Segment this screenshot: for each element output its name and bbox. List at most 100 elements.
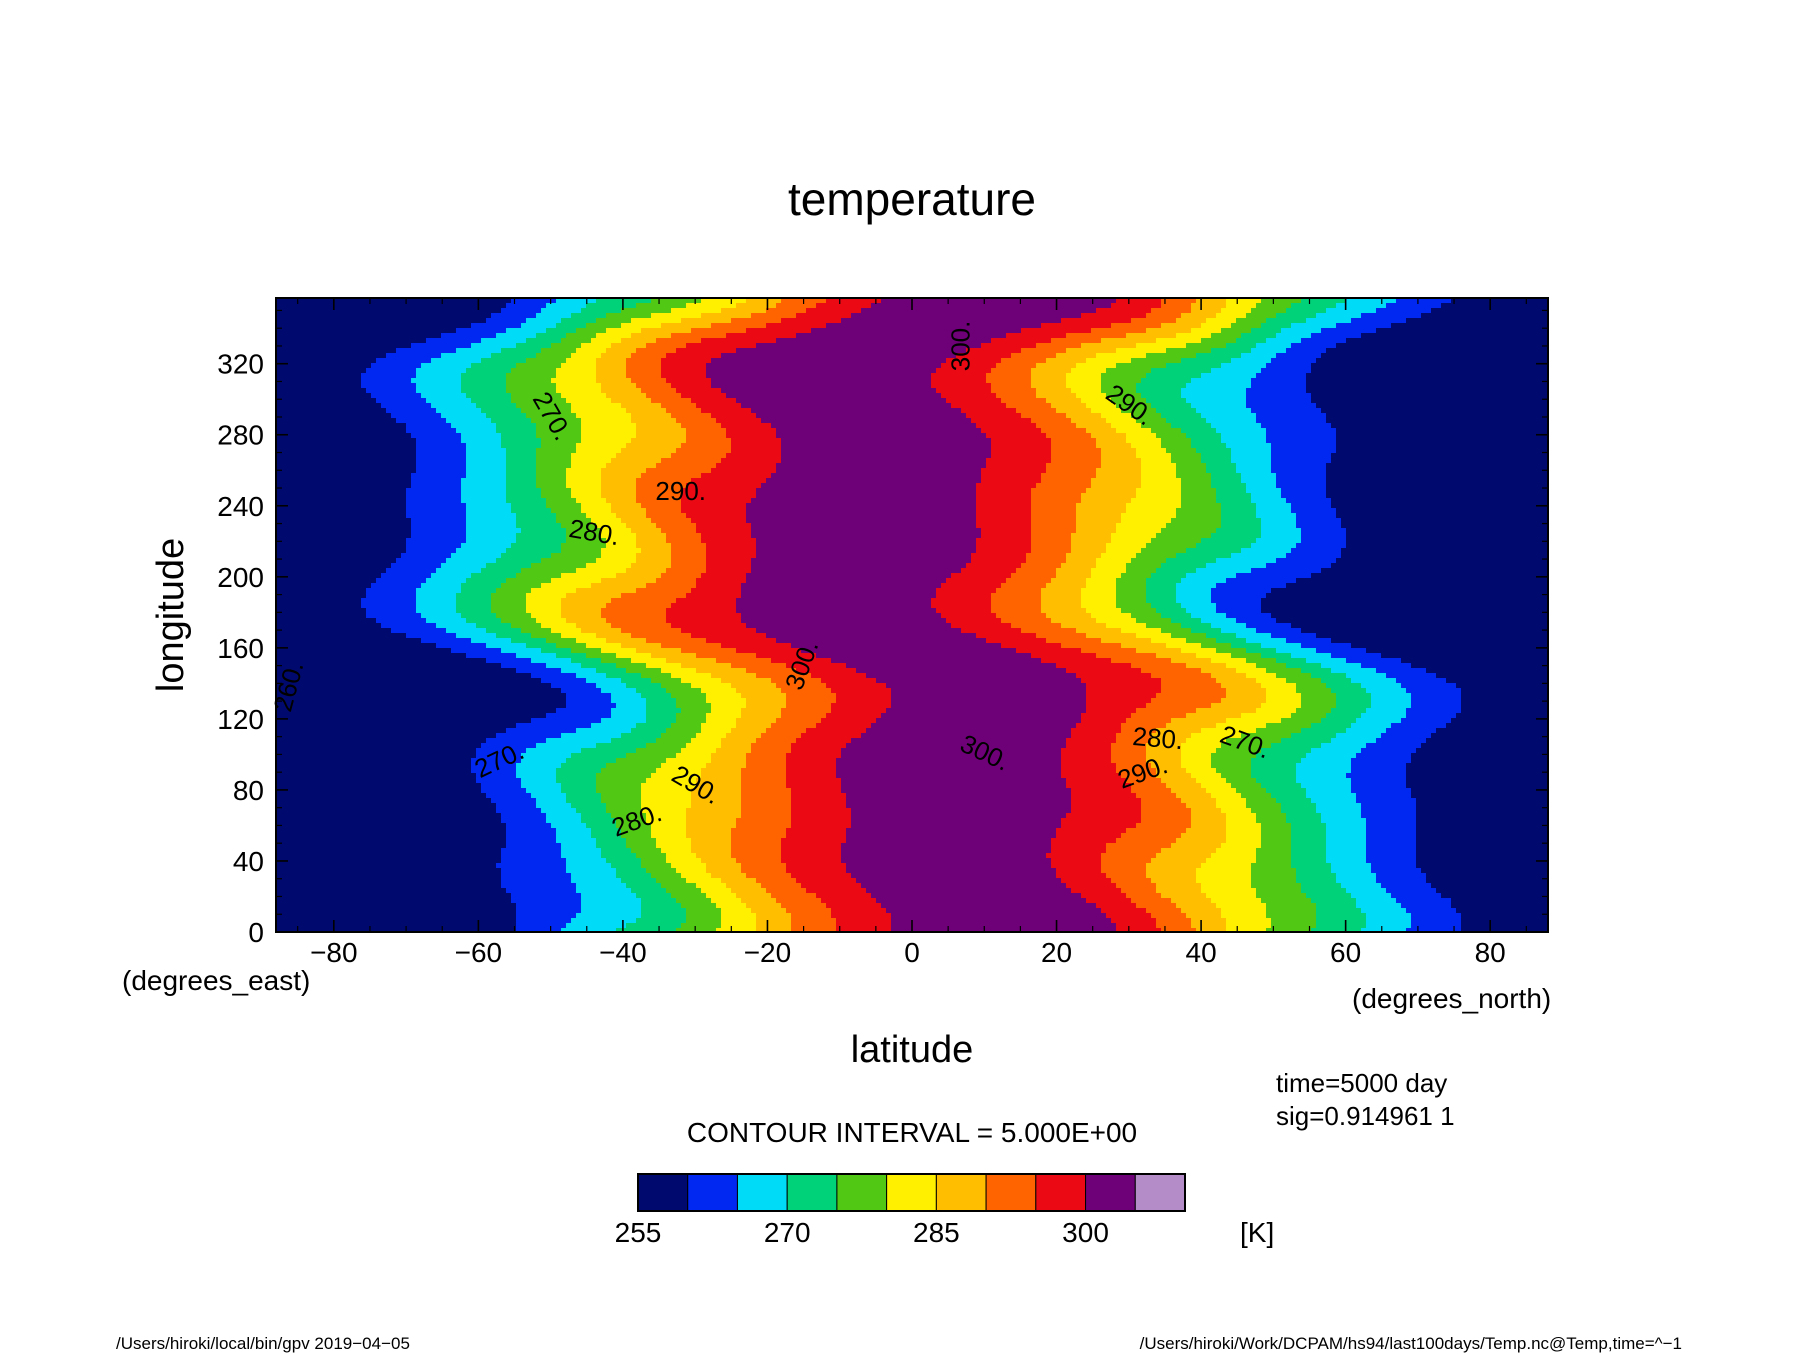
field-cell xyxy=(416,768,422,774)
field-cell xyxy=(451,353,457,359)
field-cell xyxy=(391,828,397,834)
field-cell xyxy=(466,598,472,604)
field-cell xyxy=(441,528,447,534)
field-cell xyxy=(316,548,322,554)
field-cell xyxy=(336,698,342,704)
field-cell xyxy=(466,673,472,679)
field-cell xyxy=(436,508,442,514)
field-cell xyxy=(311,673,317,679)
field-cell xyxy=(401,538,407,544)
field-cell xyxy=(411,333,417,339)
field-cell xyxy=(461,818,467,824)
field-cell xyxy=(441,543,447,549)
field-cell xyxy=(321,753,327,759)
field-cell xyxy=(326,783,332,789)
field-cell xyxy=(306,618,312,624)
field-cell xyxy=(341,858,347,864)
field-cell xyxy=(326,793,332,799)
field-cell xyxy=(391,748,397,754)
field-cell xyxy=(296,398,302,404)
field-cell xyxy=(391,823,397,829)
field-cell xyxy=(391,318,397,324)
field-cell xyxy=(426,523,432,529)
field-cell xyxy=(296,713,302,719)
field-cell xyxy=(421,618,427,624)
field-cell xyxy=(451,748,457,754)
field-cell xyxy=(341,738,347,744)
field-cell xyxy=(306,583,312,589)
field-cell xyxy=(301,918,307,924)
field-cell xyxy=(456,908,462,914)
field-cell xyxy=(331,553,337,559)
field-cell xyxy=(431,443,437,449)
field-cell xyxy=(451,703,457,709)
field-cell xyxy=(391,368,397,374)
field-cell xyxy=(401,613,407,619)
field-cell xyxy=(356,728,362,734)
field-cell xyxy=(306,738,312,744)
field-cell xyxy=(296,378,302,384)
field-cell xyxy=(456,673,462,679)
field-cell xyxy=(441,328,447,334)
field-cell xyxy=(471,338,477,344)
field-cell xyxy=(446,388,452,394)
field-cell xyxy=(316,778,322,784)
field-cell xyxy=(421,453,427,459)
field-cell xyxy=(406,583,412,589)
field-cell xyxy=(311,453,317,459)
field-cell xyxy=(366,903,372,909)
field-cell xyxy=(311,863,317,869)
field-cell xyxy=(466,328,472,334)
field-cell xyxy=(466,443,472,449)
field-cell xyxy=(331,693,337,699)
field-cell xyxy=(461,513,467,519)
field-cell xyxy=(446,358,452,364)
field-cell xyxy=(386,723,392,729)
field-cell xyxy=(411,638,417,644)
field-cell xyxy=(446,353,452,359)
field-cell xyxy=(296,628,302,634)
field-cell xyxy=(406,903,412,909)
field-cell xyxy=(321,668,327,674)
field-cell xyxy=(421,708,427,714)
field-cell xyxy=(411,513,417,519)
field-cell xyxy=(291,923,297,929)
field-cell xyxy=(376,728,382,734)
field-cell xyxy=(421,418,427,424)
field-cell xyxy=(286,903,292,909)
field-cell xyxy=(306,318,312,324)
field-cell xyxy=(376,343,382,349)
field-cell xyxy=(411,383,417,389)
field-cell xyxy=(456,608,462,614)
field-cell xyxy=(351,328,357,334)
field-cell xyxy=(431,858,437,864)
field-cell xyxy=(341,423,347,429)
field-cell xyxy=(321,713,327,719)
field-cell xyxy=(366,593,372,599)
field-cell xyxy=(336,808,342,814)
field-cell xyxy=(296,508,302,514)
field-cell xyxy=(386,688,392,694)
field-cell xyxy=(326,698,332,704)
field-cell xyxy=(356,908,362,914)
field-cell xyxy=(456,448,462,454)
field-cell xyxy=(401,738,407,744)
field-cell xyxy=(336,423,342,429)
field-cell xyxy=(326,533,332,539)
field-cell xyxy=(456,668,462,674)
field-cell xyxy=(386,863,392,869)
field-cell xyxy=(456,918,462,924)
field-cell xyxy=(386,668,392,674)
field-cell xyxy=(376,808,382,814)
field-cell xyxy=(311,788,317,794)
field-cell xyxy=(386,308,392,314)
field-cell xyxy=(471,418,477,424)
field-cell xyxy=(296,438,302,444)
field-cell xyxy=(411,568,417,574)
field-cell xyxy=(306,748,312,754)
field-cell xyxy=(306,853,312,859)
field-cell xyxy=(421,838,427,844)
field-cell xyxy=(386,598,392,604)
field-cell xyxy=(326,448,332,454)
field-cell xyxy=(331,358,337,364)
